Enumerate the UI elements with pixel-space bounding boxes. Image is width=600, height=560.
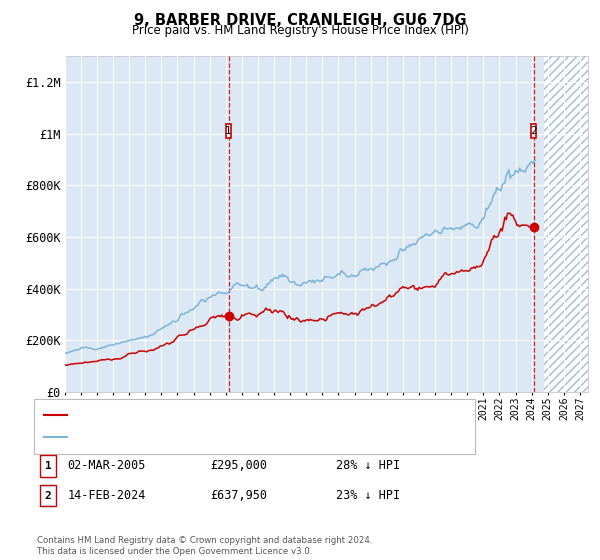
Text: 9, BARBER DRIVE, CRANLEIGH, GU6 7DG: 9, BARBER DRIVE, CRANLEIGH, GU6 7DG — [134, 13, 466, 28]
Text: Price paid vs. HM Land Registry's House Price Index (HPI): Price paid vs. HM Land Registry's House … — [131, 24, 469, 36]
Text: 2: 2 — [530, 126, 537, 136]
Text: 1: 1 — [225, 126, 232, 136]
Text: 23% ↓ HPI: 23% ↓ HPI — [336, 489, 400, 502]
Text: 14-FEB-2024: 14-FEB-2024 — [67, 489, 146, 502]
Text: 02-MAR-2005: 02-MAR-2005 — [67, 459, 146, 473]
Bar — [544, 56, 588, 392]
Bar — [544, 56, 588, 392]
Text: Contains HM Land Registry data © Crown copyright and database right 2024.
This d: Contains HM Land Registry data © Crown c… — [37, 536, 373, 556]
Text: 9, BARBER DRIVE, CRANLEIGH, GU6 7DG (detached house): 9, BARBER DRIVE, CRANLEIGH, GU6 7DG (det… — [73, 410, 411, 421]
Text: £295,000: £295,000 — [210, 459, 267, 473]
Text: £637,950: £637,950 — [210, 489, 267, 502]
Text: 2: 2 — [44, 491, 52, 501]
FancyBboxPatch shape — [226, 124, 232, 138]
Text: 28% ↓ HPI: 28% ↓ HPI — [336, 459, 400, 473]
Text: HPI: Average price, detached house, Waverley: HPI: Average price, detached house, Wave… — [73, 432, 359, 442]
FancyBboxPatch shape — [531, 124, 536, 138]
Text: 1: 1 — [44, 461, 52, 471]
